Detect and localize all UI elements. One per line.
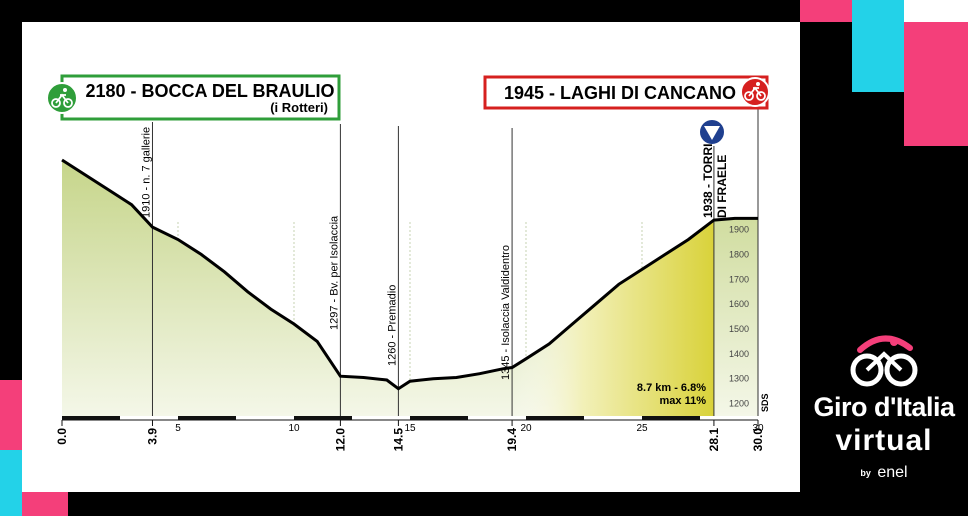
brand-title: Giro d'Italia xyxy=(813,392,955,422)
brand-by-label: by xyxy=(860,467,871,478)
y-axis-labels: 1900 1800 1700 1600 1500 1400 1300 1200 SDS xyxy=(729,225,770,412)
x-axis-bar xyxy=(62,416,758,421)
green-cyclist-start-icon xyxy=(46,82,78,114)
profile-line xyxy=(61,158,758,391)
kom-triangle-icon xyxy=(698,118,726,146)
deco-bar-white-top xyxy=(904,0,968,22)
y-tick-label: 1500 xyxy=(729,324,749,334)
x-tick-label-major: 30.0 xyxy=(751,428,765,452)
brand-sponsor-name: enel xyxy=(877,464,908,481)
y-tick-label: 1300 xyxy=(729,374,749,384)
climb-summit-line2: DI FRAELE xyxy=(715,155,729,218)
y-tick-label: 1200 xyxy=(729,399,749,409)
start-sublabel: (i Rotteri) xyxy=(270,100,328,115)
x-tick-label-minor: 20 xyxy=(520,423,532,434)
x-axis-bar-segment xyxy=(468,416,526,420)
x-tick-label-minor: 30 xyxy=(752,423,764,434)
deco-bar-pink-top xyxy=(800,0,852,22)
y-tick-label: 1600 xyxy=(729,299,749,309)
y-tick-label: 1800 xyxy=(729,249,749,259)
deco-bar-pink-left xyxy=(0,380,22,450)
waypoint-label: 1297 - Bv. per Isolaccia xyxy=(328,215,340,330)
start-box: 2180 - BOCCA DEL BRAULIO (i Rotteri) xyxy=(46,74,341,121)
x-tick-label-major: 3.9 xyxy=(145,428,159,445)
climb-summit-line1: 1938 - TORRI xyxy=(701,144,715,218)
finish-label: 1945 - LAGHI DI CANCANO xyxy=(504,83,736,103)
x-tick-label-minor: 25 xyxy=(636,423,648,434)
x-tick-label-major: 14.5 xyxy=(391,428,405,452)
deco-bar-cyan-top xyxy=(852,0,904,92)
deco-bar-cyan-left xyxy=(0,450,22,516)
brand-virtual: virtual xyxy=(835,424,933,457)
brand-sponsor: by enel xyxy=(800,464,968,482)
x-tick-label-major: 28.1 xyxy=(707,428,721,452)
x-tick-label-minor: 5 xyxy=(175,423,181,434)
x-tick-label-minor: 10 xyxy=(288,423,300,434)
x-axis-labels: 0.0 3.9 12.0 14.5 19.4 28.1 30.0 5 10 15 20 25 30 xyxy=(55,420,765,451)
x-axis-bar-segment xyxy=(584,416,642,420)
x-tick-label-major: 0.0 xyxy=(55,428,69,445)
x-tick-label-major: 19.4 xyxy=(505,428,519,452)
red-cyclist-finish-icon xyxy=(740,77,770,107)
climb-info-line2: max 11% xyxy=(660,395,707,407)
y-tick-label: 1400 xyxy=(729,349,749,359)
x-tick-label-minor: 15 xyxy=(404,423,416,434)
x-axis-bar-segment xyxy=(700,416,758,420)
altimetry-panel: 1910 - n. 7 gallerie 1297 - Bv. per Isola… xyxy=(22,22,800,492)
start-label: 2180 - BOCCA DEL BRAULIO xyxy=(85,81,334,101)
y-tick-label: 1900 xyxy=(729,225,749,235)
x-axis-bar-segment xyxy=(236,416,294,420)
climb-info-line1: 8.7 km - 6.8% xyxy=(637,382,706,394)
waypoint-label: 1910 - n. 7 gallerie xyxy=(140,127,152,218)
x-axis-bar-segment xyxy=(352,416,410,420)
climb-summit-label: 1938 - TORRI DI FRAELE xyxy=(701,144,729,218)
finish-box: 1945 - LAGHI DI CANCANO xyxy=(483,75,770,110)
brand-logo: Giro d'Italia virtual by enel xyxy=(800,320,968,516)
deco-bar-pink-right xyxy=(904,22,968,146)
waypoint-label: 1260 - Premadio xyxy=(386,285,398,366)
y-axis-unit-label: SDS xyxy=(760,393,770,412)
x-tick-label-major: 12.0 xyxy=(333,428,347,452)
waypoint-label: 1345 - Isolaccia Valdidentro xyxy=(500,245,512,380)
altimetry-profile-chart: 1910 - n. 7 gallerie 1297 - Bv. per Isola… xyxy=(46,74,770,451)
deco-bar-pink-bottom xyxy=(22,492,68,516)
x-axis-bar-segment xyxy=(120,416,178,420)
y-tick-label: 1700 xyxy=(729,274,749,284)
cyclist-logo-icon xyxy=(850,335,918,387)
